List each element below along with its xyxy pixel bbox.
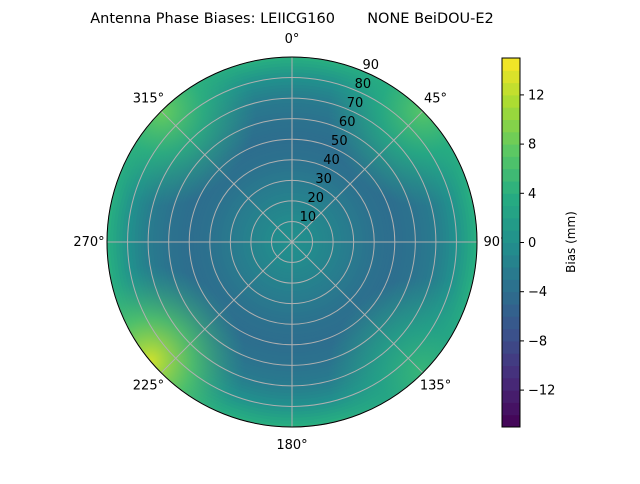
- angular-tick-label: 90°: [483, 235, 506, 250]
- chart-title: Antenna Phase Biases: LEIICG160 NONE Bei…: [90, 11, 494, 27]
- colorbar-level: [502, 340, 520, 354]
- colorbar-tick-label: 4: [528, 187, 536, 202]
- colorbar-tick-label: −4: [528, 285, 547, 300]
- colorbar-level: [502, 279, 520, 293]
- angular-tick-label: 270°: [73, 235, 104, 250]
- colorbar-level: [502, 156, 520, 170]
- angular-tick-label: 315°: [133, 91, 164, 106]
- colorbar-level: [502, 402, 520, 416]
- colorbar-tick-label: −8: [528, 334, 547, 349]
- colorbar-level: [502, 365, 520, 379]
- radial-tick-label: 20: [307, 191, 324, 206]
- colorbar-level: [502, 94, 520, 108]
- colorbar-tick-label: 8: [528, 138, 536, 153]
- colorbar-level: [502, 316, 520, 330]
- colorbar-label: Bias (mm): [564, 211, 578, 273]
- colorbar-tick-label: 12: [528, 88, 545, 103]
- radial-tick-label: 30: [315, 172, 332, 187]
- radial-tick-label: 80: [355, 77, 372, 92]
- angular-tick-label: 45°: [424, 91, 447, 106]
- colorbar-level: [502, 107, 520, 120]
- colorbar-level: [502, 119, 520, 133]
- angular-tick-label: 0°: [285, 32, 300, 47]
- colorbar-tick-label: 0: [528, 236, 536, 251]
- colorbar-tick-label: −12: [528, 384, 555, 399]
- colorbar-level: [502, 242, 520, 256]
- colorbar-level: [502, 58, 520, 71]
- radial-tick-label: 10: [300, 210, 317, 225]
- angular-gridline: [160, 241, 293, 374]
- colorbar-level: [502, 230, 520, 243]
- colorbar-level: [502, 131, 520, 145]
- colorbar-level: [502, 217, 520, 231]
- radial-tick-label: 40: [323, 153, 340, 168]
- colorbar-level: [502, 254, 520, 268]
- colorbar: −12 −8 −4 0 4 8 12: [501, 57, 555, 428]
- colorbar-level: [502, 353, 520, 366]
- radial-tick-label: 70: [347, 96, 364, 111]
- angular-gridline: [160, 110, 293, 243]
- radial-tick-label: 50: [331, 134, 348, 149]
- radial-tick-label: 60: [339, 115, 356, 130]
- colorbar-level: [502, 304, 520, 317]
- colorbar-level: [502, 414, 520, 428]
- colorbar-level: [502, 377, 520, 391]
- angular-tick-label: 180°: [276, 438, 307, 453]
- polar-grid: [106, 56, 478, 428]
- angular-tick-label: 135°: [420, 379, 451, 394]
- colorbar-level: [502, 390, 520, 403]
- colorbar-level: [502, 181, 520, 194]
- polar-frame: [106, 56, 478, 428]
- colorbar-level: [502, 82, 520, 96]
- colorbar-level: [502, 168, 520, 182]
- colorbar-level: [502, 328, 520, 342]
- colorbar-level: [502, 70, 520, 84]
- angular-tick-label: 225°: [133, 379, 164, 394]
- angular-gridline: [291, 241, 424, 374]
- colorbar-level: [502, 291, 520, 305]
- colorbar-level: [502, 267, 520, 280]
- radial-tick-label: 90: [363, 58, 380, 73]
- colorbar-level: [502, 205, 520, 219]
- polar-tick-labels: 0° 45° 90° 135° 180° 225° 270° 315° 10 20 30 40 50 60…: [73, 32, 506, 453]
- angular-gridline: [291, 110, 424, 243]
- colorbar-level: [502, 144, 520, 157]
- colorbar-level: [502, 193, 520, 207]
